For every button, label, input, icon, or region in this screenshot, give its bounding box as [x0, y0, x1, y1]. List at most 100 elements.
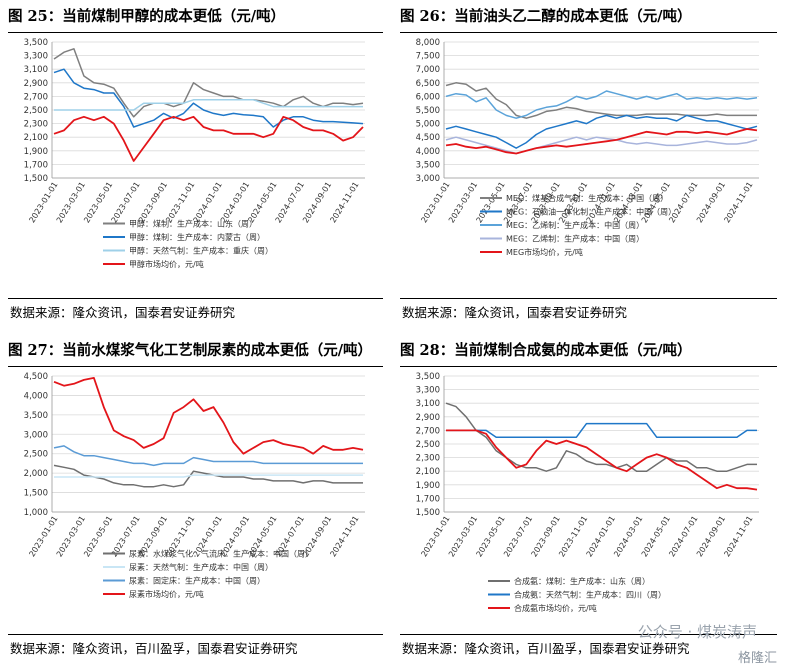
legend-label: 尿素市场均价，元/吨	[129, 589, 204, 599]
legend-label: 甲醇市场均价，元/吨	[129, 259, 204, 269]
y-tick-label: 3,000	[24, 430, 48, 440]
y-tick-label: 4,500	[24, 372, 48, 382]
y-tick-label: 2,500	[24, 106, 48, 116]
y-tick-label: 4,500	[416, 133, 440, 143]
legend-label: 甲醇：煤制：生产成本：内蒙古（周）	[129, 232, 265, 242]
legend-label: MEG：石脑油一体化制：生产成本：中国（周）	[506, 207, 676, 217]
y-tick-label: 2,100	[24, 133, 48, 143]
y-tick-label: 8,000	[416, 38, 440, 48]
series-line	[445, 90, 758, 119]
y-tick-label: 1,900	[416, 481, 440, 491]
data-source: 数据来源：隆众资讯，百川盈孚，国泰君安证券研究	[402, 641, 690, 656]
x-tick-label: 2023-11-01	[557, 514, 589, 558]
chart-title: 图 28：当前煤制合成氨的成本更低（元/吨）	[400, 342, 692, 359]
series-line	[53, 445, 363, 467]
chart-title: 图 25：当前煤制甲醇的成本更低（元/吨）	[8, 8, 286, 25]
legend-label: MEG：乙烯制：生产成本：中国（周）	[506, 220, 644, 230]
x-tick-label: 2024-09-01	[695, 514, 727, 558]
y-tick-label: 3,500	[416, 160, 440, 170]
y-tick-label: 5,000	[416, 120, 440, 130]
series-line	[53, 115, 364, 162]
title-rule	[8, 366, 383, 368]
y-tick-label: 1,500	[24, 489, 48, 499]
series-line	[54, 474, 363, 478]
series-line	[445, 114, 758, 149]
legend-label: 合成氨：煤制：生产成本：山东（周）	[514, 576, 650, 586]
y-tick-label: 1,900	[24, 147, 48, 157]
y-tick-label: 6,500	[416, 79, 440, 89]
y-tick-label: 3,500	[416, 372, 440, 382]
y-tick-label: 5,500	[416, 106, 440, 116]
title-rule	[8, 32, 383, 34]
y-tick-label: 2,300	[24, 120, 48, 130]
chart-svg: 3,000 3,500 4,000 4,500 5,000 5,500 6,000 6,500…	[416, 38, 759, 257]
y-tick-label: 3,500	[24, 411, 48, 421]
y-tick-label: 1,500	[24, 174, 48, 184]
y-tick-label: 6,000	[416, 92, 440, 102]
x-tick-label: 2024-07-01	[667, 180, 699, 224]
y-tick-label: 2,900	[24, 79, 48, 89]
title-rule	[400, 32, 777, 34]
chart-svg: 1,000 1,500 2,000 2,500 3,000 3,500 4,000 4,500…	[24, 372, 365, 599]
x-tick-label: 2023-09-01	[530, 514, 562, 558]
x-tick-label: 2023-03-01	[447, 180, 479, 224]
y-tick-label: 3,100	[416, 399, 440, 409]
y-tick-label: 2,700	[24, 92, 48, 102]
chart-title: 图 27：当前水煤浆气化工艺制尿素的成本更低（元/吨）	[8, 342, 373, 359]
legend-label: 尿素：固定床：生产成本：中国（周）	[129, 576, 265, 586]
x-tick-label: 2024-11-01	[722, 514, 754, 558]
series-line	[445, 136, 758, 155]
series-line	[54, 99, 363, 111]
title-rule	[400, 366, 777, 368]
legend-label: 合成氨市场均价，元/吨	[514, 603, 597, 613]
y-tick-label: 2,700	[416, 426, 440, 436]
series-line	[53, 68, 364, 128]
legend-label: 合成氨：天然气制：生产成本：四川（周）	[514, 590, 666, 600]
y-tick-label: 2,500	[416, 440, 440, 450]
y-tick-label: 4,000	[416, 147, 440, 157]
x-tick-label: 2024-09-01	[695, 180, 727, 224]
series-line	[445, 402, 757, 472]
source-rule	[8, 298, 383, 300]
y-tick-label: 1,700	[416, 494, 440, 504]
watermark-text: 公众号 · 煤炭涛声	[637, 623, 757, 641]
x-tick-label: 2024-11-01	[722, 180, 754, 224]
series-line	[53, 464, 363, 488]
x-tick-label: 2024-11-01	[328, 180, 360, 224]
chart-title: 图 26：当前油头乙二醇的成本更低（元/吨）	[400, 8, 692, 25]
y-tick-label: 7,000	[416, 65, 440, 75]
source-rule	[400, 298, 777, 300]
source-rule	[400, 634, 777, 636]
legend-label: 甲醇：天然气制：生产成本：重庆（周）	[129, 246, 273, 256]
y-tick-label: 3,300	[416, 386, 440, 396]
series-line	[446, 429, 758, 491]
panel-ammonia: 图 28：当前煤制合成氨的成本更低（元/吨） 1,500 1,700 1,900 2,…	[400, 338, 777, 660]
data-source: 数据来源：隆众资讯，国泰君安证券研究	[402, 305, 628, 320]
x-tick-label: 2024-05-01	[640, 514, 672, 558]
x-tick-label: 2024-01-01	[585, 514, 617, 558]
x-tick-label: 2023-05-01	[475, 514, 507, 558]
legend-label: MEG市场均价，元/吨	[506, 247, 583, 257]
x-tick-label: 2023-03-01	[447, 514, 479, 558]
chart-svg: 1,500 1,700 1,900 2,100 2,300 2,500 2,700 2,900…	[416, 372, 759, 613]
panel-methanol: 图 25：当前煤制甲醇的成本更低（元/吨） 1,500 1,700 1,900 2,1…	[8, 4, 383, 322]
legend-label: 尿素：天然气制：生产成本：中国（周）	[129, 562, 273, 572]
y-tick-label: 7,500	[416, 52, 440, 62]
y-tick-label: 1,000	[24, 508, 48, 518]
series-line	[445, 82, 757, 119]
panel-meg: 图 26：当前油头乙二醇的成本更低（元/吨） 3,000 3,500 4,000 4,…	[400, 4, 777, 322]
y-tick-label: 3,300	[24, 52, 48, 62]
x-tick-label: 2024-11-01	[328, 514, 360, 558]
y-tick-label: 2,300	[416, 454, 440, 464]
y-tick-label: 3,500	[24, 38, 48, 48]
y-tick-label: 1,700	[24, 160, 48, 170]
y-tick-label: 2,100	[416, 467, 440, 477]
y-tick-label: 4,000	[24, 391, 48, 401]
series-line	[445, 128, 758, 155]
y-tick-label: 3,100	[24, 65, 48, 75]
x-tick-label: 2023-07-01	[502, 514, 534, 558]
legend-label: 甲醇：煤制：生产成本：山东（周）	[129, 219, 257, 229]
x-tick-label: 2023-01-01	[419, 180, 451, 224]
series-line	[53, 48, 364, 118]
y-tick-label: 1,500	[416, 508, 440, 518]
